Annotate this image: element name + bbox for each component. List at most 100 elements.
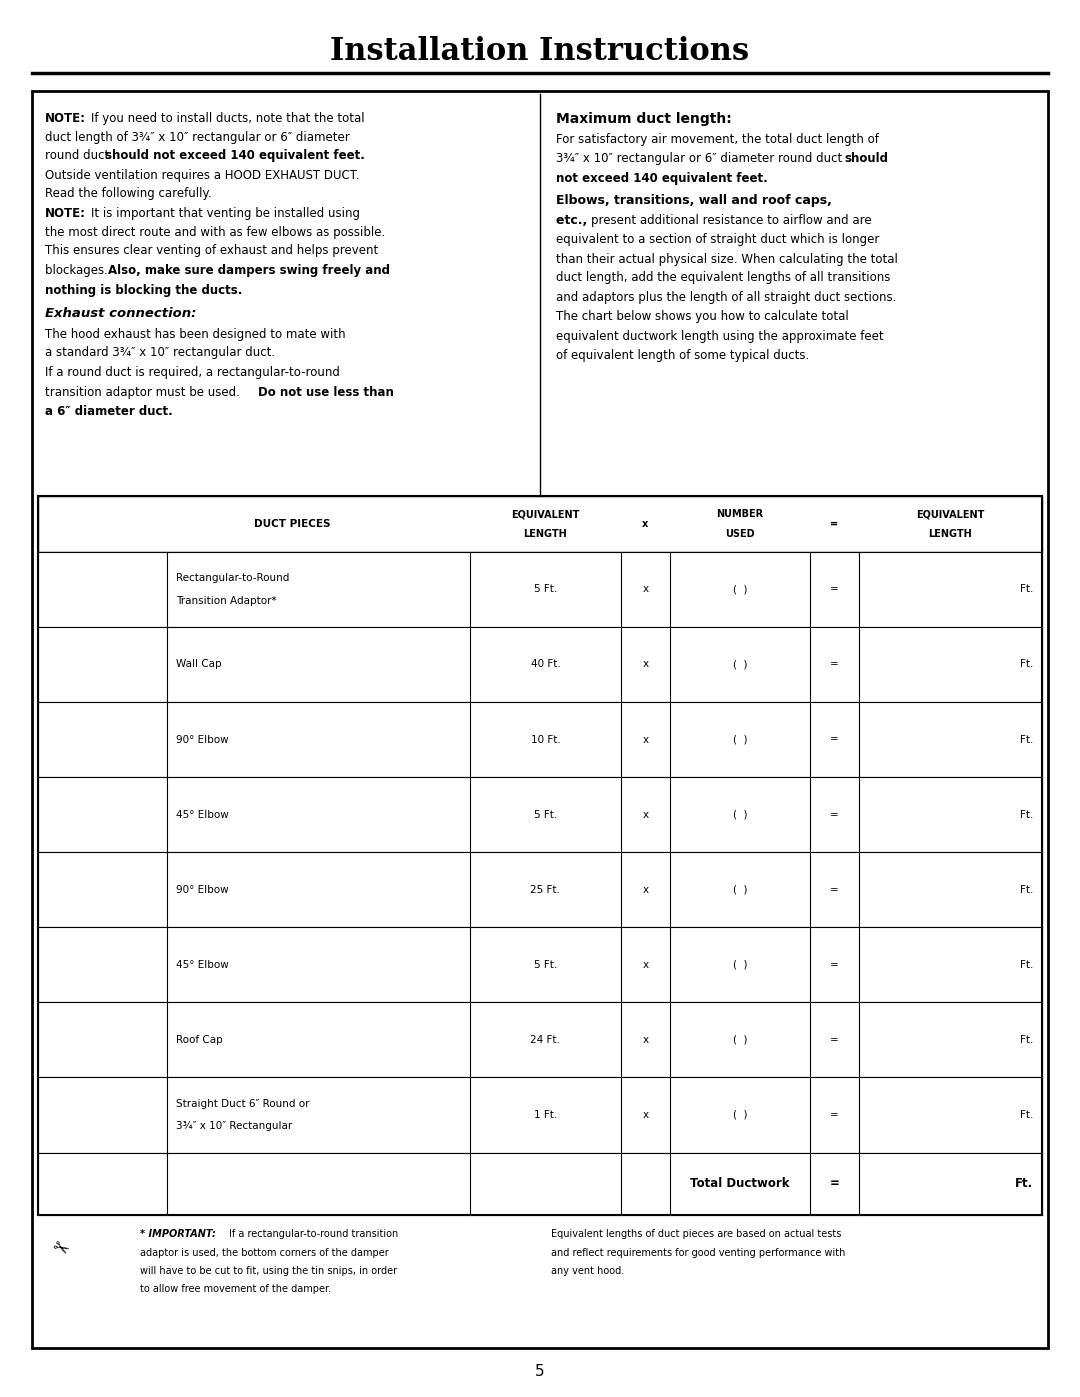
Text: 24 Ft.: 24 Ft. bbox=[530, 1035, 561, 1045]
Bar bbox=[38, 703, 1042, 777]
Text: adaptor is used, the bottom corners of the damper: adaptor is used, the bottom corners of t… bbox=[140, 1248, 389, 1257]
Text: * IMPORTANT:: * IMPORTANT: bbox=[140, 1229, 216, 1239]
Text: any vent hood.: any vent hood. bbox=[551, 1266, 624, 1275]
Text: (  ): ( ) bbox=[732, 1035, 747, 1045]
Text: =: = bbox=[831, 518, 838, 529]
Text: If a round duct is required, a rectangular-to-round: If a round duct is required, a rectangul… bbox=[45, 366, 340, 379]
Bar bbox=[38, 852, 1042, 928]
Text: round duct: round duct bbox=[45, 149, 113, 162]
Text: the most direct route and with as few elbows as possible.: the most direct route and with as few el… bbox=[45, 226, 386, 239]
Text: duct length of 3¾″ x 10″ rectangular or 6″ diameter: duct length of 3¾″ x 10″ rectangular or … bbox=[45, 131, 350, 144]
Text: ✂: ✂ bbox=[48, 1236, 71, 1261]
Text: (  ): ( ) bbox=[732, 659, 747, 669]
Bar bbox=[38, 496, 1042, 552]
Text: x: x bbox=[643, 1035, 648, 1045]
Text: =: = bbox=[829, 659, 839, 669]
Text: For satisfactory air movement, the total duct length of: For satisfactory air movement, the total… bbox=[556, 133, 879, 145]
Text: Ft.: Ft. bbox=[1021, 810, 1034, 820]
Text: should: should bbox=[845, 152, 889, 165]
Text: =: = bbox=[829, 884, 839, 894]
Text: =: = bbox=[829, 735, 839, 745]
Text: Ft.: Ft. bbox=[1021, 1111, 1034, 1120]
Text: Installation Instructions: Installation Instructions bbox=[330, 36, 750, 67]
Text: x: x bbox=[643, 960, 648, 970]
Text: DUCT PIECES: DUCT PIECES bbox=[254, 518, 330, 529]
Text: Ft.: Ft. bbox=[1021, 584, 1034, 594]
Text: (  ): ( ) bbox=[732, 884, 747, 894]
Text: Equivalent lengths of duct pieces are based on actual tests: Equivalent lengths of duct pieces are ba… bbox=[551, 1229, 841, 1239]
Text: not exceed 140 equivalent feet.: not exceed 140 equivalent feet. bbox=[556, 172, 768, 184]
Text: Maximum duct length:: Maximum duct length: bbox=[556, 112, 732, 126]
Text: LENGTH: LENGTH bbox=[524, 528, 567, 539]
Text: 5 Ft.: 5 Ft. bbox=[534, 810, 557, 820]
Text: Ft.: Ft. bbox=[1021, 1035, 1034, 1045]
Text: a standard 3¾″ x 10″ rectangular duct.: a standard 3¾″ x 10″ rectangular duct. bbox=[45, 346, 275, 359]
Text: Elbows, transitions, wall and roof caps,: Elbows, transitions, wall and roof caps, bbox=[556, 194, 832, 207]
Text: etc.,: etc., bbox=[556, 214, 592, 226]
Text: x: x bbox=[643, 884, 648, 894]
Text: This ensures clear venting of exhaust and helps prevent: This ensures clear venting of exhaust an… bbox=[45, 244, 379, 257]
Text: 40 Ft.: 40 Ft. bbox=[530, 659, 561, 669]
Text: present additional resistance to airflow and are: present additional resistance to airflow… bbox=[591, 214, 872, 226]
Text: x: x bbox=[643, 810, 648, 820]
Text: x: x bbox=[643, 584, 648, 594]
Text: x: x bbox=[643, 735, 648, 745]
Text: Total Ductwork: Total Ductwork bbox=[690, 1178, 789, 1190]
Text: EQUIVALENT: EQUIVALENT bbox=[511, 509, 580, 520]
Text: 3¾″ x 10″ rectangular or 6″ diameter round duct: 3¾″ x 10″ rectangular or 6″ diameter rou… bbox=[556, 152, 847, 165]
Text: Also, make sure dampers swing freely and: Also, make sure dampers swing freely and bbox=[108, 264, 390, 277]
Text: and reflect requirements for good venting performance with: and reflect requirements for good ventin… bbox=[551, 1248, 846, 1257]
Text: (  ): ( ) bbox=[732, 960, 747, 970]
Text: x: x bbox=[643, 518, 648, 529]
Bar bbox=[38, 627, 1042, 701]
Text: Ft.: Ft. bbox=[1021, 960, 1034, 970]
Bar bbox=[38, 1003, 1042, 1077]
Text: will have to be cut to fit, using the tin snips, in order: will have to be cut to fit, using the ti… bbox=[140, 1266, 397, 1275]
Text: =: = bbox=[829, 1035, 839, 1045]
Text: x: x bbox=[643, 659, 648, 669]
Text: (  ): ( ) bbox=[732, 735, 747, 745]
Text: Ft.: Ft. bbox=[1015, 1178, 1034, 1190]
Text: and adaptors plus the length of all straight duct sections.: and adaptors plus the length of all stra… bbox=[556, 291, 896, 303]
Text: Rectangular-to-Round: Rectangular-to-Round bbox=[176, 573, 289, 583]
Text: a 6″ diameter duct.: a 6″ diameter duct. bbox=[45, 405, 173, 418]
Text: If you need to install ducts, note that the total: If you need to install ducts, note that … bbox=[91, 112, 364, 124]
Text: Ft.: Ft. bbox=[1021, 884, 1034, 894]
Text: x: x bbox=[643, 1111, 648, 1120]
Text: =: = bbox=[829, 810, 839, 820]
Text: 5 Ft.: 5 Ft. bbox=[534, 960, 557, 970]
Text: 5: 5 bbox=[536, 1365, 544, 1379]
Text: NUMBER: NUMBER bbox=[716, 509, 764, 520]
Text: Do not use less than: Do not use less than bbox=[258, 386, 394, 398]
Text: equivalent to a section of straight duct which is longer: equivalent to a section of straight duct… bbox=[556, 233, 879, 246]
Text: =: = bbox=[829, 1178, 839, 1190]
Text: nothing is blocking the ducts.: nothing is blocking the ducts. bbox=[45, 284, 243, 296]
Text: 3¾″ x 10″ Rectangular: 3¾″ x 10″ Rectangular bbox=[176, 1122, 293, 1132]
Text: Roof Cap: Roof Cap bbox=[176, 1035, 222, 1045]
Bar bbox=[38, 496, 1042, 1215]
Text: 90° Elbow: 90° Elbow bbox=[176, 884, 229, 894]
Text: Straight Duct 6″ Round or: Straight Duct 6″ Round or bbox=[176, 1099, 310, 1109]
Text: duct length, add the equivalent lengths of all transitions: duct length, add the equivalent lengths … bbox=[556, 271, 891, 284]
Text: =: = bbox=[829, 1111, 839, 1120]
Text: 25 Ft.: 25 Ft. bbox=[530, 884, 561, 894]
Text: NOTE:: NOTE: bbox=[45, 207, 86, 219]
Text: of equivalent length of some typical ducts.: of equivalent length of some typical duc… bbox=[556, 349, 809, 362]
Text: Outside ventilation requires a HOOD EXHAUST DUCT.: Outside ventilation requires a HOOD EXHA… bbox=[45, 169, 360, 182]
Text: than their actual physical size. When calculating the total: than their actual physical size. When ca… bbox=[556, 253, 899, 265]
Text: 45° Elbow: 45° Elbow bbox=[176, 810, 229, 820]
Text: =: = bbox=[829, 584, 839, 594]
Text: It is important that venting be installed using: It is important that venting be installe… bbox=[91, 207, 360, 219]
Text: The chart below shows you how to calculate total: The chart below shows you how to calcula… bbox=[556, 310, 849, 323]
Bar bbox=[38, 928, 1042, 1003]
Text: Ft.: Ft. bbox=[1021, 659, 1034, 669]
Text: Ft.: Ft. bbox=[1021, 735, 1034, 745]
Text: equivalent ductwork length using the approximate feet: equivalent ductwork length using the app… bbox=[556, 330, 883, 342]
Text: (  ): ( ) bbox=[732, 584, 747, 594]
Text: to allow free movement of the damper.: to allow free movement of the damper. bbox=[140, 1284, 332, 1294]
Text: 1 Ft.: 1 Ft. bbox=[534, 1111, 557, 1120]
Bar bbox=[38, 552, 1042, 627]
Text: 45° Elbow: 45° Elbow bbox=[176, 960, 229, 970]
Text: LENGTH: LENGTH bbox=[929, 528, 972, 539]
Text: 5 Ft.: 5 Ft. bbox=[534, 584, 557, 594]
